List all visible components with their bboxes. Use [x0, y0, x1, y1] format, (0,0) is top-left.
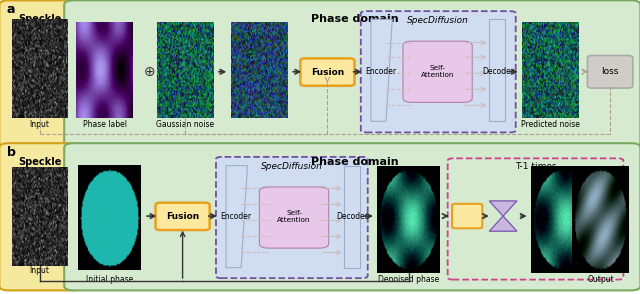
Text: Fusion: Fusion	[311, 68, 344, 76]
FancyBboxPatch shape	[0, 143, 80, 290]
Text: Input: Input	[29, 120, 50, 129]
Text: Phase domain: Phase domain	[311, 157, 399, 167]
Text: Encoder: Encoder	[365, 67, 396, 76]
Text: SpecDiffusion: SpecDiffusion	[407, 16, 469, 25]
Text: Phase domain: Phase domain	[311, 14, 399, 24]
Text: Denoised phase: Denoised phase	[378, 275, 439, 284]
FancyBboxPatch shape	[403, 41, 472, 102]
FancyBboxPatch shape	[0, 0, 80, 148]
FancyBboxPatch shape	[64, 143, 640, 290]
FancyBboxPatch shape	[588, 56, 633, 88]
Polygon shape	[489, 201, 517, 231]
Text: $\oplus$: $\oplus$	[143, 65, 156, 79]
Text: Speckle: Speckle	[18, 157, 61, 167]
FancyBboxPatch shape	[300, 59, 355, 86]
Text: Decoder: Decoder	[482, 67, 514, 76]
Text: Speckle: Speckle	[18, 14, 61, 24]
Text: Initial phase: Initial phase	[86, 275, 133, 284]
FancyBboxPatch shape	[361, 11, 516, 132]
Text: Fusion: Fusion	[166, 212, 199, 220]
FancyBboxPatch shape	[64, 0, 640, 148]
Text: Decoder: Decoder	[337, 212, 369, 220]
Text: Gaussian noise: Gaussian noise	[156, 120, 214, 129]
Text: loss: loss	[602, 67, 619, 76]
Text: Self-
Attention: Self- Attention	[277, 211, 311, 223]
Text: a: a	[7, 3, 15, 16]
Text: Phase label: Phase label	[83, 120, 127, 129]
Text: b: b	[7, 146, 16, 159]
FancyBboxPatch shape	[452, 204, 483, 228]
FancyBboxPatch shape	[216, 157, 368, 278]
Polygon shape	[489, 19, 505, 121]
Text: SpecDiffusion: SpecDiffusion	[260, 162, 323, 171]
Text: Encoder: Encoder	[220, 212, 251, 220]
Text: T-1 times: T-1 times	[515, 162, 557, 171]
Text: Input: Input	[29, 266, 50, 275]
FancyBboxPatch shape	[259, 187, 329, 248]
Polygon shape	[344, 166, 360, 268]
Text: Predicted noise: Predicted noise	[521, 120, 580, 129]
Polygon shape	[371, 19, 392, 121]
Text: Self-
Attention: Self- Attention	[421, 65, 454, 78]
Polygon shape	[226, 166, 248, 268]
Text: Output: Output	[588, 275, 614, 284]
FancyBboxPatch shape	[156, 203, 210, 230]
